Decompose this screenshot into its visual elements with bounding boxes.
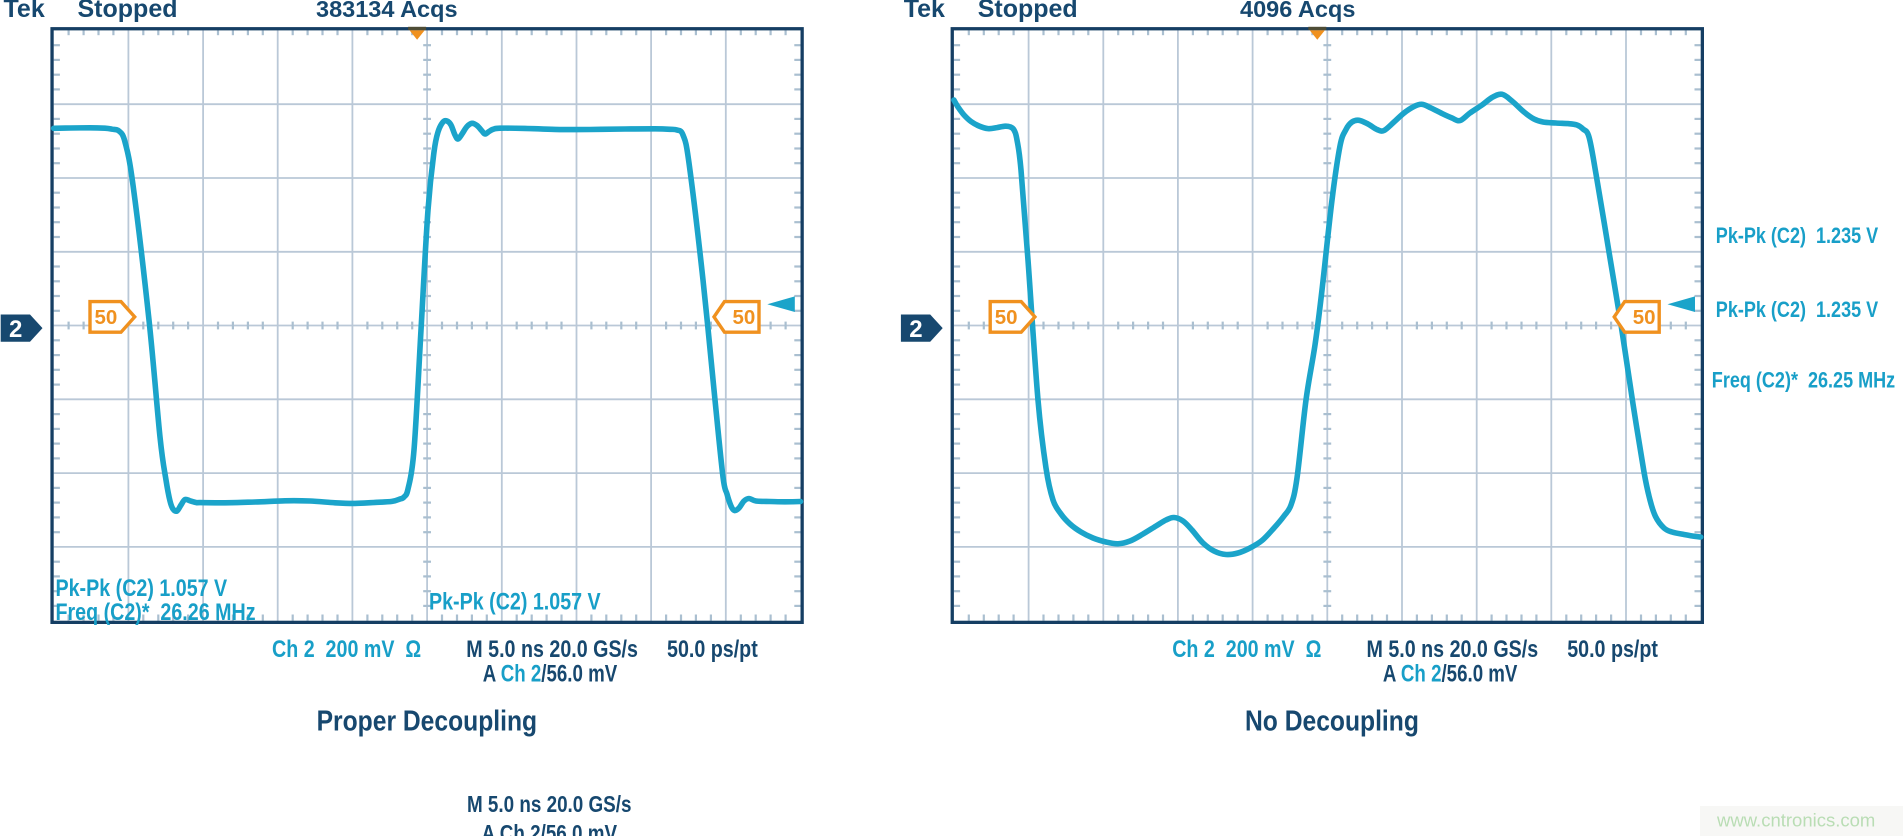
svg-text:A Ch 2/56.0 mV: A Ch 2/56.0 mV [483,660,618,687]
svg-text:Stopped: Stopped [78,0,178,23]
svg-text:50: 50 [95,306,118,329]
svg-text:2: 2 [9,316,22,343]
svg-text:A Ch 2/56.0 mV: A Ch 2/56.0 mV [482,821,617,836]
svg-text:M 5.0 ns 20.0 GS/s: M 5.0 ns 20.0 GS/s [466,635,638,662]
svg-text:50: 50 [1633,306,1656,329]
svg-text:Freq (C2)* 26.25 MHz: Freq (C2)* 26.25 MHz [1712,369,1895,393]
svg-text:50: 50 [995,306,1018,329]
svg-text:A Ch 2/56.0 mV: A Ch 2/56.0 mV [1383,660,1518,687]
svg-text:Proper Decoupling: Proper Decoupling [317,705,537,737]
svg-text:Pk-Pk (C2) 1.057 V: Pk-Pk (C2) 1.057 V [56,574,228,601]
svg-text:4096 Acqs: 4096 Acqs [1240,0,1355,22]
svg-text:No Decoupling: No Decoupling [1245,705,1419,737]
svg-text:50.0 ps/pt: 50.0 ps/pt [1567,635,1658,662]
svg-text:383134 Acqs: 383134 Acqs [316,0,458,22]
svg-text:www.cntronics.com: www.cntronics.com [1716,810,1875,831]
svg-text:2: 2 [909,316,922,343]
svg-text:Tek: Tek [4,0,45,23]
svg-text:Pk-Pk (C2) 1.057 V: Pk-Pk (C2) 1.057 V [429,588,601,615]
svg-text:Tek: Tek [904,0,945,23]
svg-text:Ch 2 200 mV Ω: Ch 2 200 mV Ω [1172,635,1321,662]
svg-text:M 5.0 ns 20.0 GS/s: M 5.0 ns 20.0 GS/s [467,792,631,817]
svg-text:Ch 2 200 mV Ω: Ch 2 200 mV Ω [272,635,421,662]
svg-text:Pk-Pk (C2) 1.235 V: Pk-Pk (C2) 1.235 V [1716,299,1879,323]
svg-text:Stopped: Stopped [978,0,1078,23]
svg-text:Pk-Pk (C2) 1.235 V: Pk-Pk (C2) 1.235 V [1716,224,1879,248]
svg-text:Freq (C2)* 26.26 MHz: Freq (C2)* 26.26 MHz [56,598,256,625]
svg-text:50: 50 [733,306,756,329]
svg-text:50.0 ps/pt: 50.0 ps/pt [667,635,758,662]
svg-text:M 5.0 ns 20.0 GS/s: M 5.0 ns 20.0 GS/s [1367,635,1539,662]
